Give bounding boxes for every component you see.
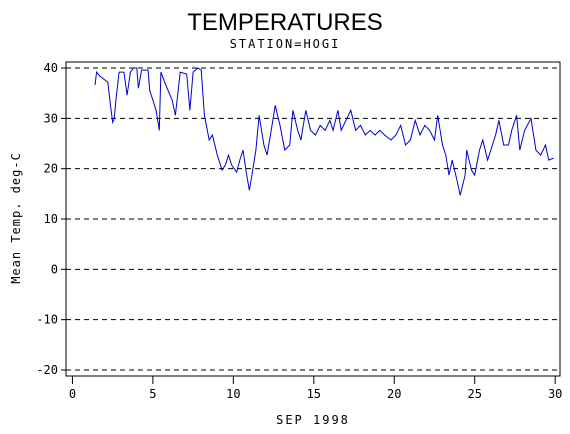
y-axis-label: Mean Temp. deg-C: [9, 152, 23, 284]
x-tick-label: 25: [467, 387, 481, 401]
x-tick-label: 0: [69, 387, 76, 401]
y-tick-label: 10: [44, 212, 58, 226]
x-axis-label: SEP 1998: [276, 413, 350, 427]
y-tick-label: 0: [51, 262, 58, 276]
x-tick-label: 20: [387, 387, 401, 401]
chart-title: TEMPERATURES: [187, 9, 383, 36]
y-tick-label: 20: [44, 162, 58, 176]
x-tick-label: 5: [149, 387, 156, 401]
x-tick-label: 10: [226, 387, 240, 401]
x-tick-label: 30: [548, 387, 562, 401]
data-line: [94, 67, 554, 196]
y-tick-label: -20: [36, 363, 58, 377]
x-tick-label: 15: [307, 387, 321, 401]
y-tick-label: -10: [36, 313, 58, 327]
y-tick-label: 40: [44, 61, 58, 75]
y-tick-label: 30: [44, 111, 58, 125]
chart-subtitle: STATION=HOGI: [230, 37, 341, 51]
